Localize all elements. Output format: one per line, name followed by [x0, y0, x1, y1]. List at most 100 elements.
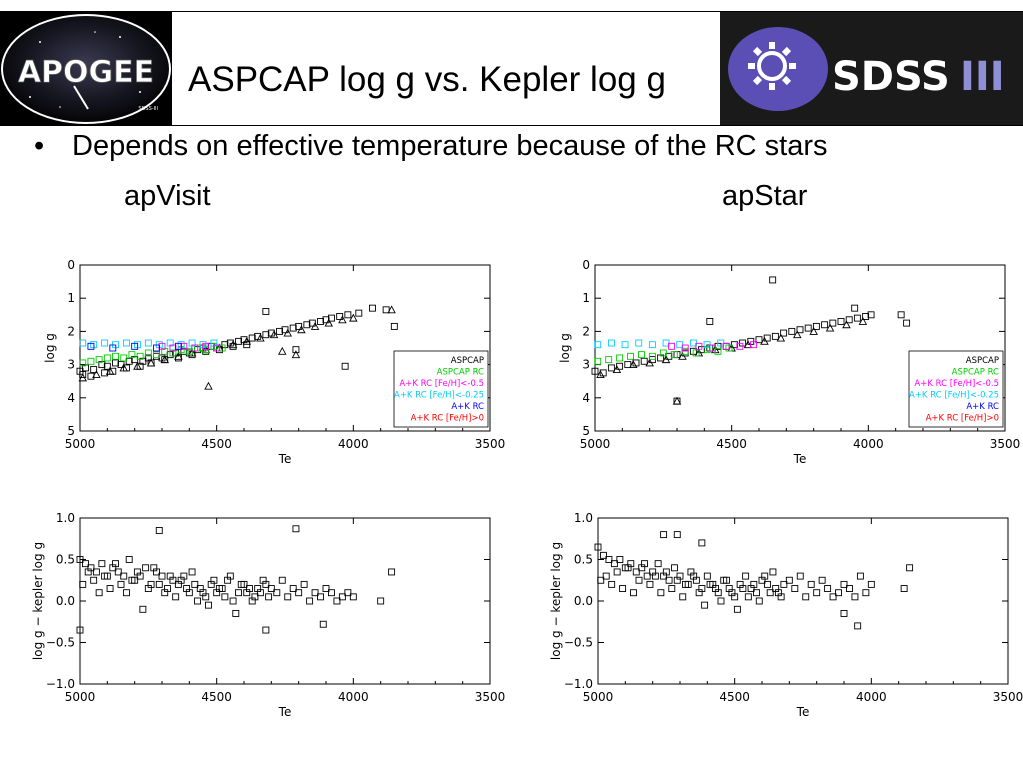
square-point	[153, 351, 160, 359]
x-tick-label: 5000	[65, 690, 96, 704]
legend-box	[393, 350, 489, 428]
square-point	[796, 572, 804, 580]
legend-entry: A+K RC	[966, 402, 999, 412]
triangle-point	[858, 316, 868, 325]
square-point	[254, 585, 262, 593]
square-point	[87, 342, 95, 350]
square-point	[226, 572, 234, 580]
square-point	[802, 593, 810, 601]
square-point	[120, 572, 128, 580]
square-point	[158, 342, 166, 350]
square-point	[594, 357, 602, 365]
square-point	[341, 362, 349, 370]
square-point	[243, 589, 251, 597]
square-point	[755, 597, 763, 605]
square-point	[322, 585, 330, 593]
square-point	[867, 311, 875, 319]
triangle-point	[297, 325, 306, 334]
square-point	[660, 531, 668, 539]
square-point	[390, 322, 398, 330]
square-point	[292, 346, 300, 354]
square-point	[232, 609, 240, 617]
x-tick-label: 4000	[853, 437, 884, 451]
square-point	[235, 337, 242, 345]
slide-title: ASPCAP log g vs. Kepler log g	[188, 60, 666, 99]
square-point	[851, 593, 859, 601]
triangle-point	[187, 348, 197, 357]
y-tick-label: 2	[67, 324, 75, 338]
square-point	[641, 560, 648, 568]
square-point	[172, 593, 180, 601]
square-point	[616, 556, 624, 563]
square-point	[112, 352, 119, 360]
square-point	[829, 319, 837, 327]
square-point	[114, 568, 122, 576]
square-point	[183, 585, 191, 593]
triangle-point	[672, 396, 682, 405]
square-point	[90, 366, 98, 374]
square-point	[259, 576, 267, 584]
triangle-point	[291, 350, 301, 359]
triangle-point	[78, 373, 87, 382]
plot-frame	[79, 517, 491, 685]
y-tick-label: 2	[582, 324, 590, 338]
square-point	[278, 576, 286, 584]
square-point	[763, 334, 771, 342]
apvisit-dlogg-chart: 5000 4500 4000 3500 Te −1.0 −0.5 0.0 0.5 1.0 log g…	[31, 511, 505, 719]
square-point	[87, 372, 95, 380]
triangle-point	[256, 333, 265, 342]
square-point	[155, 580, 163, 588]
square-point	[103, 354, 111, 362]
square-point	[221, 593, 229, 601]
y-tick-label: 1.0	[56, 511, 75, 525]
square-point	[289, 324, 297, 332]
square-point	[742, 572, 750, 580]
legend-entry: A+K RC [Fe/H]>0	[926, 414, 999, 424]
square-point	[744, 593, 752, 601]
triangle-point	[338, 315, 347, 324]
square-point	[338, 593, 346, 601]
square-point	[821, 321, 829, 329]
square-point	[654, 560, 662, 568]
square-point	[695, 589, 703, 597]
sdss-logo-text: SDSS	[832, 54, 950, 100]
square-point	[796, 326, 804, 334]
square-point	[248, 597, 256, 605]
square-point	[133, 568, 141, 576]
apogee-logo: APOGEE SDSS-III	[0, 12, 172, 125]
triangle-point	[269, 330, 279, 339]
square-point	[344, 589, 352, 597]
square-point	[95, 356, 103, 364]
square-point	[648, 352, 656, 360]
square-point	[215, 585, 223, 593]
square-point	[692, 349, 700, 357]
square-point	[262, 626, 270, 634]
square-point	[712, 585, 719, 593]
square-point	[723, 576, 730, 584]
square-point	[651, 572, 659, 580]
y-tick-label: 0	[67, 258, 75, 272]
square-point	[317, 317, 324, 325]
square-point	[303, 321, 311, 329]
square-point	[117, 580, 125, 588]
square-point	[750, 580, 758, 588]
square-point	[709, 344, 716, 352]
square-point	[169, 344, 177, 352]
legend-entry: ASPCAP RC	[437, 368, 484, 378]
square-point	[248, 334, 256, 342]
y-tick-label: −1.0	[564, 677, 593, 691]
y-tick-label: 1	[582, 291, 590, 305]
triangle-point	[242, 336, 251, 345]
square-point	[610, 560, 618, 568]
sdss-logo-suffix: III	[960, 54, 1005, 100]
y-tick-label: 4	[582, 391, 590, 405]
square-point	[194, 597, 201, 605]
square-point	[670, 351, 678, 359]
square-point	[728, 589, 736, 597]
square-point	[608, 580, 616, 588]
square-point	[906, 564, 914, 572]
square-point	[591, 367, 599, 375]
square-point	[750, 341, 757, 349]
triangle-point	[174, 351, 183, 360]
square-point	[638, 351, 645, 359]
